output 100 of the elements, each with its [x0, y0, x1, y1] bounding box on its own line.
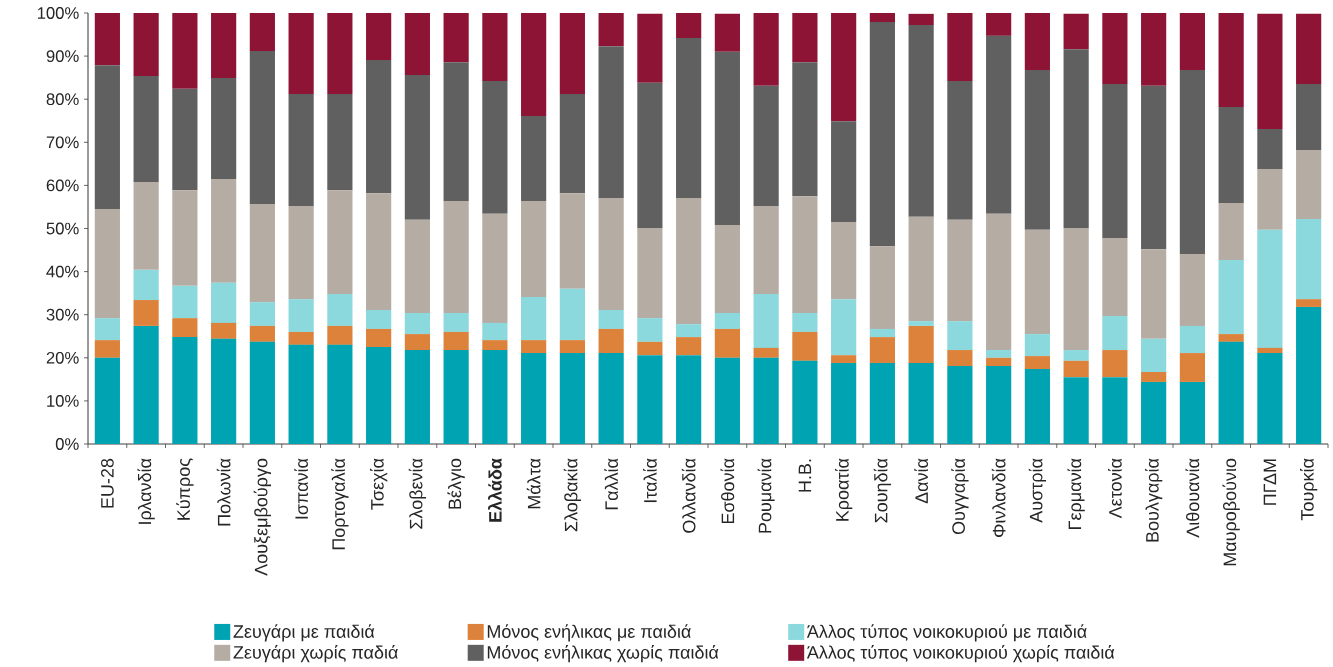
bar — [249, 325, 275, 342]
bar — [947, 321, 973, 351]
bar — [521, 340, 547, 354]
bar — [249, 50, 275, 204]
bar — [366, 309, 392, 329]
bar — [443, 62, 469, 201]
bar — [869, 337, 895, 363]
bar — [637, 228, 663, 319]
y-tick-label: 80% — [46, 93, 79, 106]
bar — [676, 197, 702, 325]
bar — [714, 357, 740, 444]
bar — [908, 325, 934, 363]
bar — [1063, 13, 1089, 50]
bar — [986, 12, 1012, 36]
bar — [327, 190, 353, 295]
bar — [559, 94, 585, 194]
bar — [637, 318, 663, 342]
bar — [521, 200, 547, 298]
bar — [94, 318, 120, 341]
bar — [94, 65, 120, 210]
bar — [443, 331, 469, 351]
bar — [133, 269, 159, 301]
bar — [1024, 356, 1050, 369]
bar — [133, 12, 159, 76]
bar — [94, 357, 120, 444]
bar — [288, 299, 314, 332]
bar — [598, 328, 624, 354]
bar — [792, 360, 818, 444]
bar — [831, 12, 857, 122]
bar — [792, 62, 818, 197]
bar — [753, 85, 779, 207]
bar — [1141, 381, 1167, 444]
bar — [482, 350, 508, 444]
bar — [986, 350, 1012, 358]
bar — [831, 362, 857, 444]
bar — [1102, 84, 1128, 238]
y-tick-label: 60% — [46, 179, 79, 192]
bar — [211, 12, 237, 79]
bar — [637, 82, 663, 229]
bar — [249, 12, 275, 51]
bar — [869, 328, 895, 338]
bar — [172, 337, 198, 444]
bar — [211, 282, 237, 323]
x-tick-label: Αυστρία — [1028, 458, 1047, 523]
bar — [986, 35, 1012, 214]
bar — [1141, 338, 1167, 373]
bar — [288, 331, 314, 345]
bar — [1141, 85, 1167, 250]
bar — [327, 12, 353, 95]
bar — [94, 12, 120, 66]
x-tick-label: Βουλγαρία — [1144, 458, 1163, 542]
bar — [947, 350, 973, 366]
bar — [676, 37, 702, 198]
bar — [1024, 369, 1050, 444]
bar — [908, 362, 934, 444]
bar — [404, 219, 430, 313]
x-tick-label: EU-28 — [101, 458, 114, 508]
bar — [559, 12, 585, 95]
bar — [211, 78, 237, 179]
bar — [947, 365, 973, 444]
bar — [443, 350, 469, 444]
x-tick-label: Ρουμανία — [757, 458, 775, 533]
bar — [1257, 353, 1283, 444]
x-tick-label: Γαλλία — [604, 458, 618, 510]
bar — [869, 362, 895, 444]
legend-label: Μόνος ενήλικας χωρίς παιδιά — [487, 645, 719, 663]
bar — [172, 88, 198, 191]
bar — [559, 353, 585, 444]
bar — [1218, 203, 1244, 260]
bar — [482, 340, 508, 351]
bar — [249, 302, 275, 326]
x-tick-label: Ιρλανδία — [137, 458, 155, 524]
x-tick-label: Φινλανδία — [991, 458, 1006, 537]
bar — [559, 288, 585, 341]
bar — [366, 12, 392, 60]
bar — [94, 209, 120, 319]
bar — [1296, 84, 1322, 151]
x-tick-label: Ιταλία — [643, 458, 657, 503]
x-tick-label: Δανία — [914, 458, 928, 504]
bar — [792, 12, 818, 63]
bar — [598, 197, 624, 310]
bar — [1257, 128, 1283, 170]
bar — [986, 213, 1012, 351]
x-tick-label: Εσθονία — [720, 458, 735, 524]
bar — [714, 51, 740, 226]
bar — [1063, 360, 1089, 378]
bar — [482, 322, 508, 341]
x-tick-label: Μάλτα — [526, 458, 541, 509]
bar — [831, 121, 857, 223]
x-tick-label: Σουηδία — [873, 458, 892, 523]
bar — [482, 12, 508, 82]
x-tick-label: Κροατία — [834, 458, 853, 521]
bar — [792, 331, 818, 361]
x-tick-label: Γερμανία — [1067, 458, 1085, 529]
bar — [1102, 377, 1128, 444]
bar — [869, 22, 895, 247]
bar — [94, 340, 120, 358]
bar — [1024, 334, 1050, 357]
bar — [288, 12, 314, 95]
bar — [249, 341, 275, 444]
